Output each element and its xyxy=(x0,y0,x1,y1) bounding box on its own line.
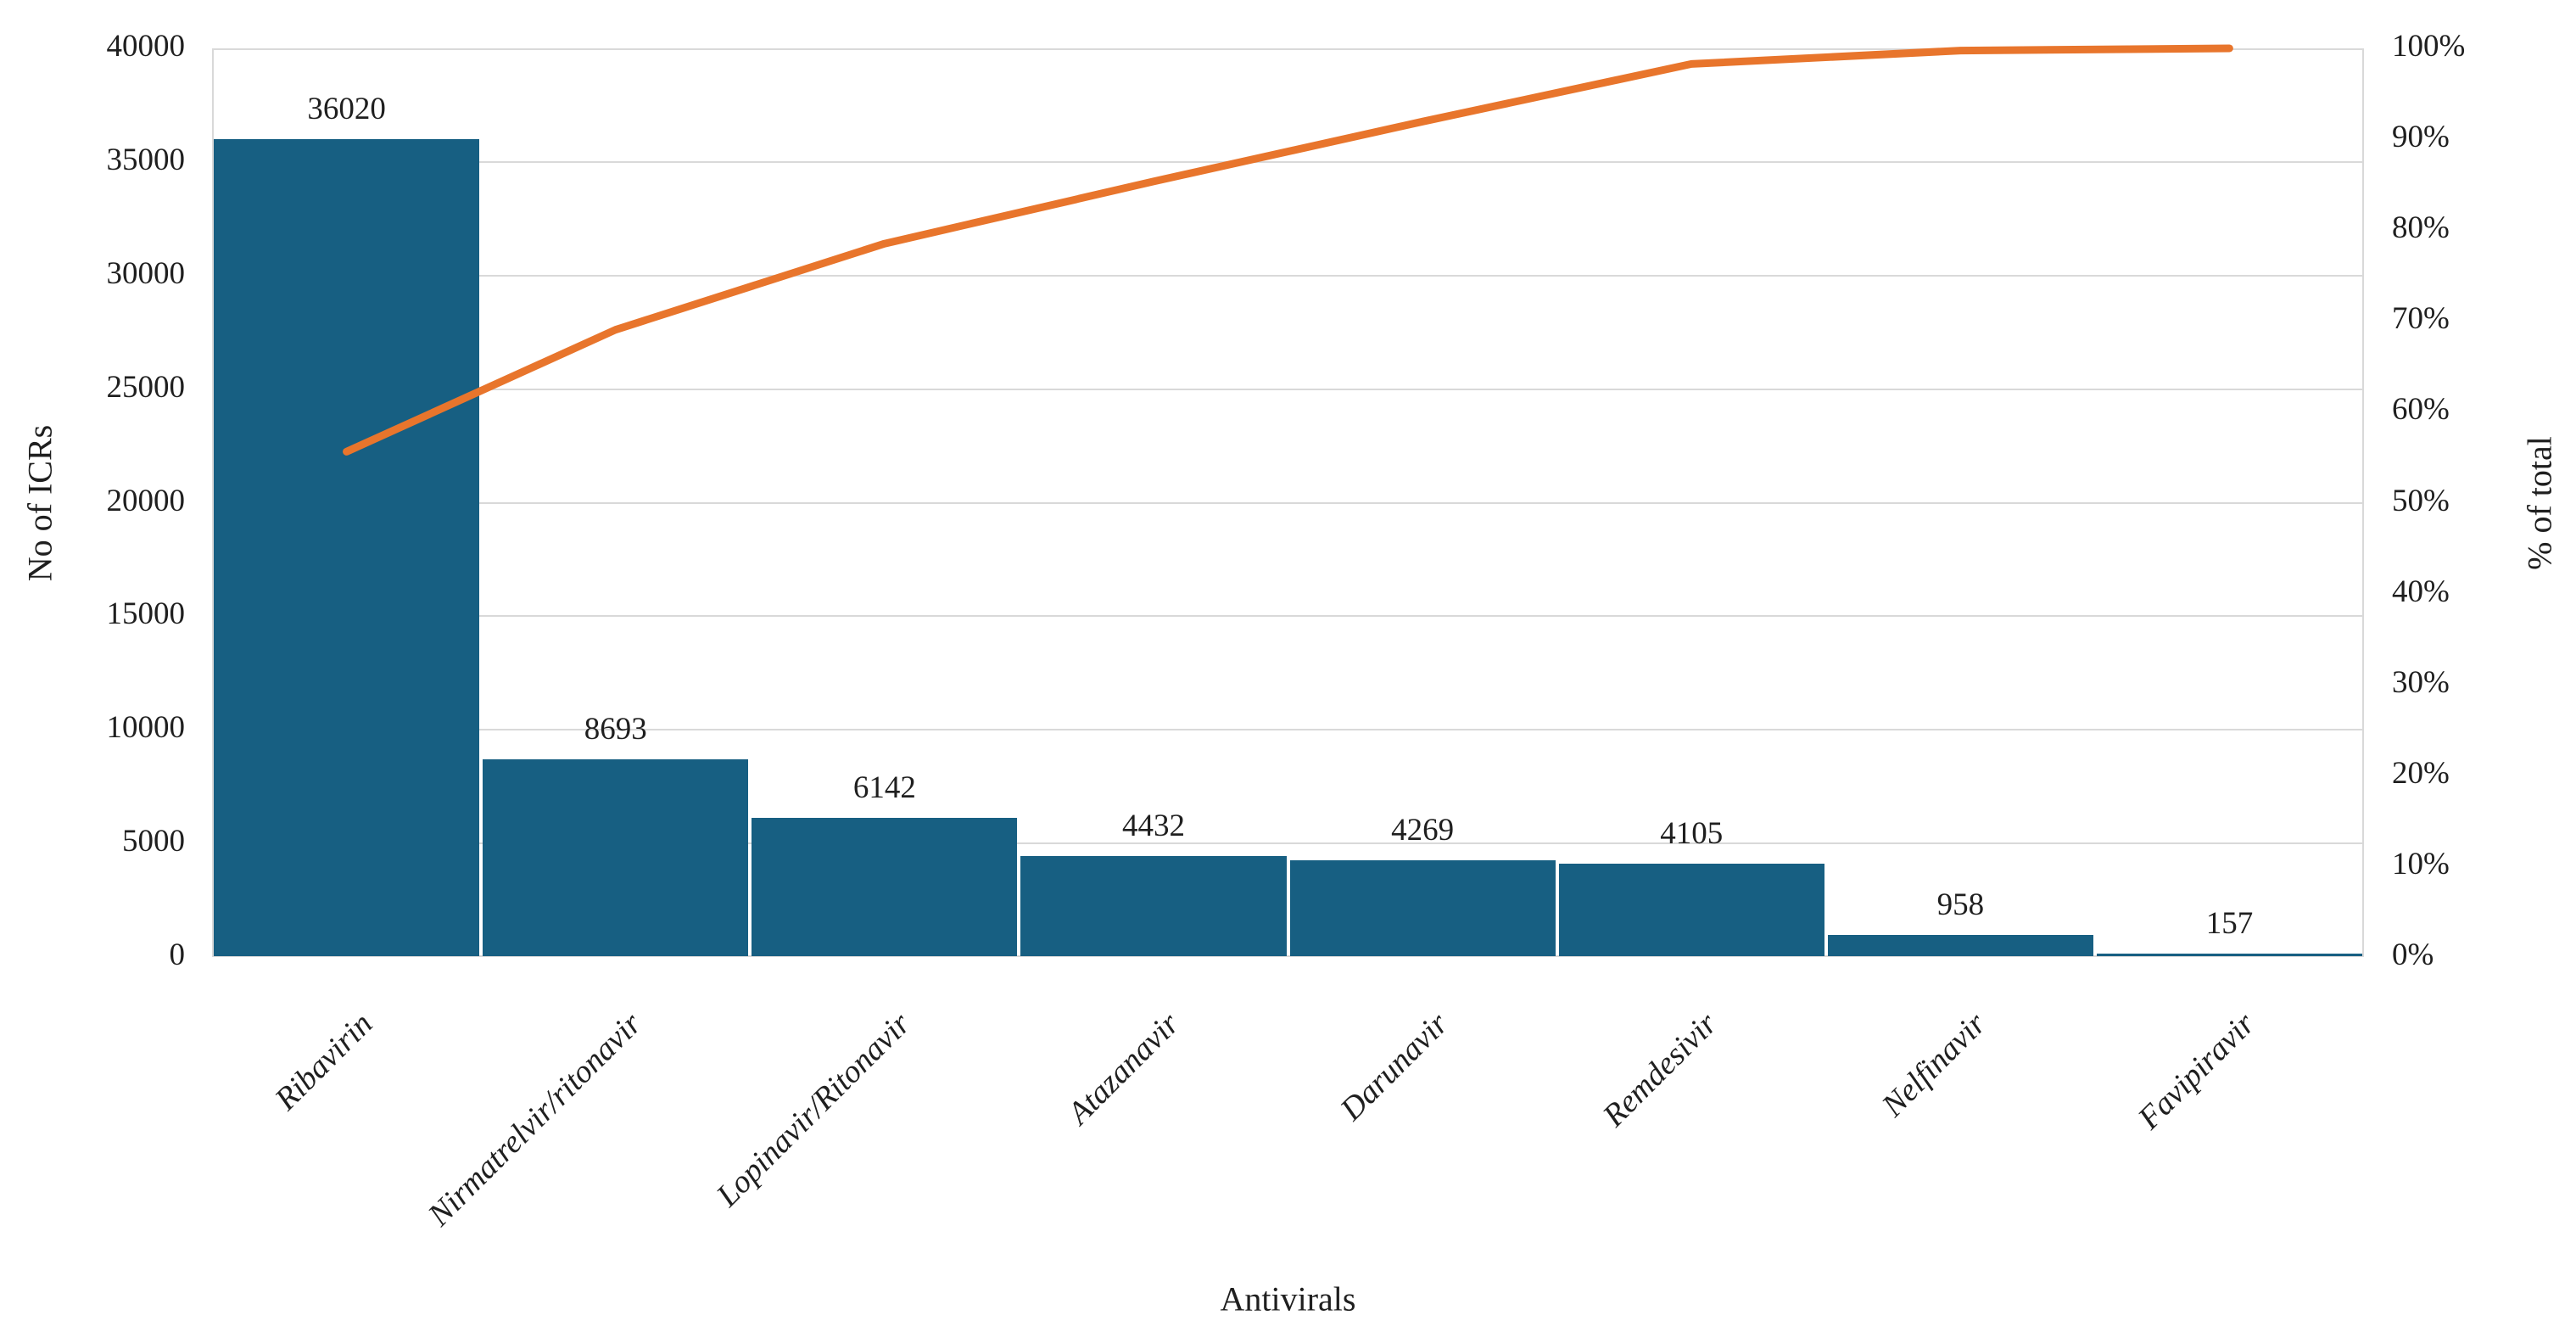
gridline xyxy=(212,729,2364,731)
right-axis-tick-label: 0% xyxy=(2392,937,2434,972)
gridline xyxy=(212,274,2364,277)
bar-lopinavir-ritonavir xyxy=(752,817,1018,956)
left-axis-tick-label: 20000 xyxy=(106,483,186,518)
bar-value-label: 8693 xyxy=(584,712,647,747)
left-axis-tick-label: 5000 xyxy=(122,824,185,859)
bar-value-label: 958 xyxy=(1936,887,1985,923)
left-axis-tick-label: 10000 xyxy=(106,710,186,746)
gridline xyxy=(212,388,2364,390)
bar-value-label: 4432 xyxy=(1121,809,1185,844)
right-axis-tick-label: 50% xyxy=(2392,483,2450,518)
bar-favipiravir xyxy=(2096,953,2362,956)
left-axis-tick-label: 40000 xyxy=(106,29,186,64)
left-axis-tick-label: 25000 xyxy=(106,369,186,405)
bar-value-label: 6142 xyxy=(852,770,916,805)
gridline xyxy=(212,615,2364,618)
right-axis-title: % of total xyxy=(2520,435,2559,570)
cumulative-line-path xyxy=(343,44,2233,456)
right-axis-tick-label: 40% xyxy=(2392,574,2450,609)
left-axis-tick-label: 15000 xyxy=(106,596,186,632)
left-axis-tick-label: 30000 xyxy=(106,255,186,291)
bar-value-label: 4269 xyxy=(1391,812,1455,848)
right-axis-tick-label: 30% xyxy=(2392,664,2450,700)
left-axis-tick-label: 35000 xyxy=(106,142,186,177)
bar-nirmatrelvir-ritonavir xyxy=(483,759,749,956)
bar-nelfinavir xyxy=(1827,935,2093,956)
right-axis-tick-label: 10% xyxy=(2392,846,2450,881)
right-axis-tick-label: 100% xyxy=(2392,29,2466,64)
right-axis-tick-label: 80% xyxy=(2392,210,2450,246)
right-axis-tick-label: 60% xyxy=(2392,392,2450,428)
gridline xyxy=(212,160,2364,163)
bar-ribavirin xyxy=(214,138,480,956)
left-axis-title: No of ICRs xyxy=(20,424,59,581)
gridline xyxy=(212,842,2364,845)
bar-atazanavir xyxy=(1020,856,1287,956)
right-axis-tick-label: 90% xyxy=(2392,120,2450,155)
bar-value-label: 4105 xyxy=(1660,816,1724,852)
bar-value-label: 36020 xyxy=(307,91,386,126)
bar-darunavir xyxy=(1289,859,1556,956)
bar-remdesivir xyxy=(1558,864,1824,956)
gridline xyxy=(212,501,2364,504)
right-axis-tick-label: 70% xyxy=(2392,301,2450,337)
x-axis-title: Antivirals xyxy=(1220,1279,1356,1318)
left-axis-tick-label: 0 xyxy=(169,937,186,972)
bar-value-label: 157 xyxy=(2205,905,2254,941)
right-axis-tick-label: 20% xyxy=(2392,755,2450,791)
